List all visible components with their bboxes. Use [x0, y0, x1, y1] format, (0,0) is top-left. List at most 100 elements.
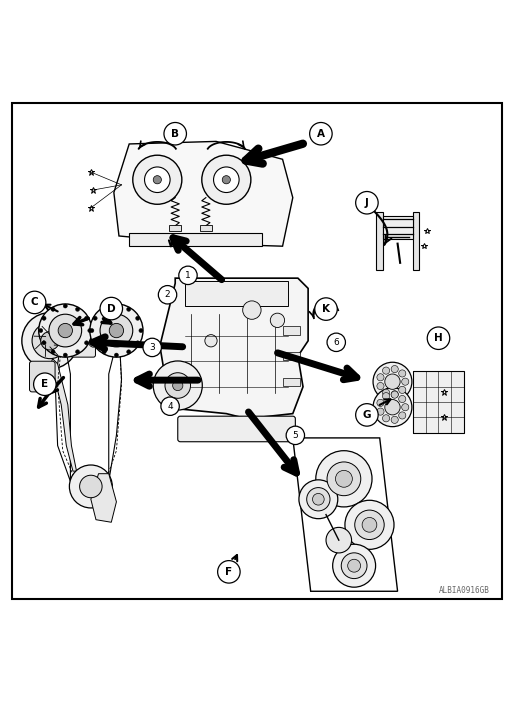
Text: B: B: [171, 128, 179, 139]
Circle shape: [153, 176, 161, 184]
Circle shape: [102, 307, 106, 312]
Circle shape: [205, 335, 217, 347]
Text: 2: 2: [164, 290, 170, 299]
Circle shape: [217, 561, 240, 583]
Polygon shape: [160, 278, 308, 418]
Circle shape: [76, 307, 80, 312]
Circle shape: [22, 312, 78, 369]
Text: J: J: [365, 198, 369, 208]
Circle shape: [299, 480, 338, 519]
Circle shape: [326, 527, 352, 553]
Ellipse shape: [88, 334, 99, 347]
Circle shape: [399, 412, 406, 419]
Circle shape: [100, 298, 122, 320]
Circle shape: [382, 392, 390, 399]
Circle shape: [399, 395, 406, 403]
Circle shape: [173, 380, 183, 390]
Circle shape: [42, 340, 46, 345]
Circle shape: [356, 192, 378, 214]
Circle shape: [115, 353, 118, 357]
Circle shape: [385, 374, 400, 390]
Bar: [129, 234, 262, 246]
Circle shape: [133, 155, 182, 204]
Text: A: A: [317, 128, 325, 139]
Circle shape: [382, 389, 390, 397]
Text: H: H: [434, 333, 443, 343]
Circle shape: [399, 386, 406, 393]
Circle shape: [222, 176, 230, 184]
Circle shape: [84, 340, 88, 345]
Circle shape: [69, 465, 113, 508]
Circle shape: [391, 391, 398, 398]
Circle shape: [313, 494, 324, 505]
Circle shape: [377, 399, 384, 406]
Circle shape: [377, 383, 384, 390]
Circle shape: [143, 338, 161, 357]
Bar: [376, 212, 382, 270]
Circle shape: [391, 366, 398, 373]
Circle shape: [164, 122, 187, 145]
Circle shape: [100, 314, 133, 347]
Circle shape: [179, 266, 197, 284]
Circle shape: [427, 327, 450, 350]
Circle shape: [341, 553, 367, 578]
Text: F: F: [225, 567, 232, 577]
Circle shape: [80, 475, 102, 498]
Text: ALBIA0916GB: ALBIA0916GB: [439, 586, 490, 595]
Text: 1: 1: [185, 271, 191, 280]
Circle shape: [382, 415, 390, 422]
Circle shape: [401, 378, 409, 385]
Circle shape: [327, 333, 345, 352]
Circle shape: [243, 301, 261, 319]
Bar: [413, 212, 419, 270]
Circle shape: [333, 544, 376, 587]
Circle shape: [39, 304, 92, 357]
Circle shape: [90, 329, 94, 333]
Circle shape: [377, 408, 384, 415]
Circle shape: [399, 370, 406, 377]
Bar: [382, 216, 413, 239]
Circle shape: [315, 298, 337, 320]
Bar: [186, 281, 288, 306]
Circle shape: [355, 510, 384, 540]
Circle shape: [309, 122, 332, 145]
Circle shape: [63, 304, 67, 308]
Circle shape: [84, 316, 88, 320]
Circle shape: [345, 501, 394, 550]
Bar: [200, 225, 212, 231]
Polygon shape: [91, 474, 116, 522]
Circle shape: [270, 313, 285, 328]
Circle shape: [93, 316, 97, 320]
Circle shape: [139, 329, 143, 333]
Circle shape: [347, 559, 361, 572]
Circle shape: [373, 388, 412, 427]
Circle shape: [90, 304, 143, 357]
Circle shape: [336, 470, 352, 487]
Circle shape: [382, 367, 390, 374]
Circle shape: [32, 323, 68, 359]
Bar: [413, 371, 464, 433]
Text: 3: 3: [150, 343, 155, 352]
Circle shape: [136, 340, 140, 345]
FancyBboxPatch shape: [71, 324, 96, 357]
Circle shape: [102, 350, 106, 354]
Bar: [169, 225, 181, 231]
Text: E: E: [41, 379, 48, 389]
Polygon shape: [114, 141, 293, 246]
Circle shape: [126, 307, 131, 312]
Circle shape: [202, 155, 251, 204]
Circle shape: [42, 316, 46, 320]
Text: K: K: [322, 304, 330, 314]
Circle shape: [377, 373, 384, 381]
Circle shape: [153, 361, 203, 410]
Text: G: G: [363, 410, 371, 420]
Bar: [283, 378, 301, 386]
Text: 5: 5: [292, 431, 298, 440]
Circle shape: [126, 350, 131, 354]
Circle shape: [362, 517, 377, 532]
Circle shape: [316, 451, 372, 507]
Circle shape: [39, 329, 43, 333]
Circle shape: [391, 416, 398, 423]
Circle shape: [213, 167, 239, 192]
Circle shape: [327, 462, 361, 496]
